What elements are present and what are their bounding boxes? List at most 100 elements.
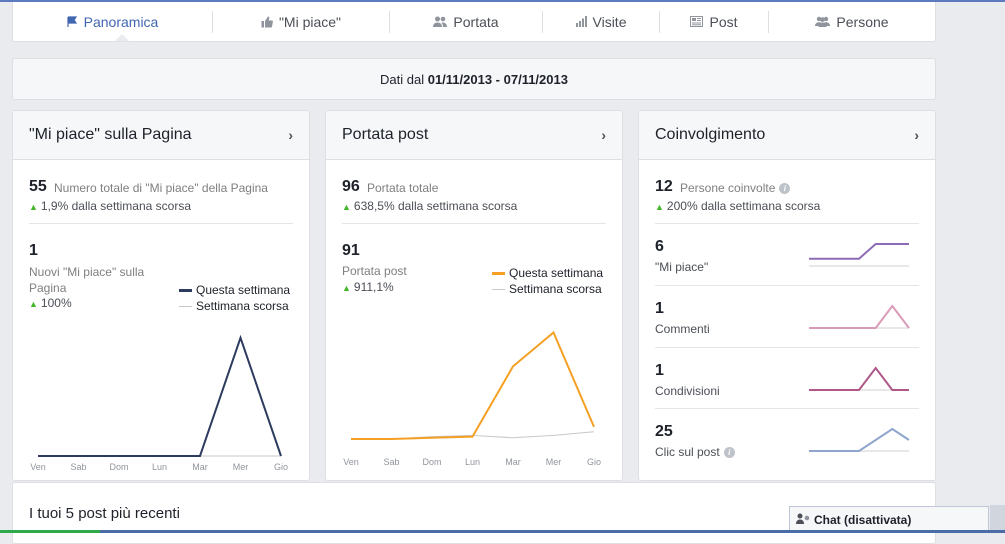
engagement-row-clicks[interactable]: 25 Clic sul post i (639, 409, 935, 470)
card-title: Coinvolgimento (655, 126, 766, 143)
x-tick-label: Ven (343, 457, 359, 467)
change-text: 638,5% dalla settimana scorsa (353, 199, 518, 213)
post-reach-card: Portata post › 96 Portata totale ▲ 638,5%… (325, 110, 623, 481)
date-range-banner: Dati dal 01/11/2013 - 07/11/2013 (12, 58, 936, 100)
engaged-users-label: Persone coinvolte i (680, 181, 791, 195)
chevron-right-icon: › (914, 127, 919, 143)
x-tick-label: Gio (274, 462, 288, 472)
row-label: Commenti (655, 322, 710, 336)
legend-this-week: Questa settimana (492, 265, 603, 281)
people-icon (433, 16, 448, 27)
x-tick-label: Dom (109, 462, 128, 472)
tab-panoramica[interactable]: Panoramica (13, 2, 212, 41)
engagement-row-shares[interactable]: 1 Condivisioni (639, 348, 935, 409)
up-arrow-icon: ▲ (342, 202, 351, 212)
bar-chart-icon (575, 16, 587, 27)
series-line-this-week (38, 334, 282, 457)
up-arrow-icon: ▲ (655, 202, 664, 212)
row-value: 1 (655, 362, 664, 379)
legend-last-week: Settimana scorsa (492, 281, 603, 297)
x-tick-label: Mar (505, 457, 521, 467)
tab-label: Visite (592, 13, 627, 30)
row-value: 25 (655, 423, 673, 440)
tab-label: Persone (836, 13, 889, 30)
total-reach-value: 96 (342, 178, 360, 195)
clicks-sparkline (809, 427, 910, 452)
x-tick-label: Ven (30, 462, 46, 472)
tab-label: "Mi piace" (278, 13, 342, 30)
sparkline-series (809, 243, 909, 260)
change-text: 1,9% dalla settimana scorsa (40, 199, 191, 213)
tab-post[interactable]: Post (660, 2, 768, 41)
post-reach-value: 91 (342, 242, 360, 259)
post-reach-card-header[interactable]: Portata post › (326, 111, 622, 160)
legend-this-week: Questa settimana (179, 282, 290, 298)
likes-line-chart: Ven Sab Dom Lun Mar Mer Gio (30, 334, 288, 472)
row-label: Condivisioni (655, 384, 720, 398)
tab-visite[interactable]: Visite (543, 2, 659, 41)
top-border (0, 0, 1005, 2)
legend-swatch (179, 306, 192, 308)
active-tab-caret (115, 34, 129, 41)
reach-line-chart: Ven Sab Dom Lun Mar Mer Gio (343, 330, 601, 467)
chat-label: Chat (disattivata) (814, 513, 912, 527)
up-arrow-icon: ▲ (29, 299, 38, 309)
sparkline-series (809, 304, 910, 329)
card-title: Portata post (342, 126, 429, 143)
legend-label: Settimana scorsa (509, 282, 602, 296)
scrollbar-area (990, 505, 1005, 530)
legend-label: Questa settimana (196, 283, 291, 297)
divider (29, 223, 293, 224)
engagement-row-comments[interactable]: 1 Commenti (639, 286, 935, 347)
recent-posts-title: I tuoi 5 post più recenti (29, 505, 180, 522)
divider (655, 347, 919, 348)
thumbs-up-icon (261, 16, 273, 28)
tab-portata[interactable]: Portata (390, 2, 542, 41)
x-tick-label: Dom (422, 457, 441, 467)
bottom-accent (0, 530, 100, 533)
info-icon[interactable]: i (723, 447, 735, 459)
row-value: 6 (655, 238, 664, 255)
info-icon[interactable]: i (779, 183, 791, 195)
engaged-users-change: ▲ 200% dalla settimana scorsa (655, 199, 820, 213)
sparkline-series (809, 366, 909, 391)
x-tick-label: Sab (70, 462, 86, 472)
group-icon (815, 16, 831, 27)
row-value: 1 (655, 300, 664, 317)
chevron-right-icon: › (601, 127, 606, 143)
tab-divider (768, 11, 769, 33)
tab-mi-piace[interactable]: "Mi piace" (213, 2, 389, 41)
up-arrow-icon: ▲ (29, 202, 38, 212)
date-range-prefix: Dati dal (380, 71, 425, 87)
total-reach-label: Portata totale (367, 181, 439, 195)
chat-bar[interactable]: Chat (disattivata) (789, 506, 989, 533)
change-text: 100% (40, 296, 72, 310)
comments-sparkline (809, 304, 910, 329)
date-range-value: 01/11/2013 - 07/11/2013 (427, 71, 568, 87)
x-tick-label: Mer (546, 457, 562, 467)
page-likes-card-header[interactable]: "Mi piace" sulla Pagina › (13, 111, 309, 160)
legend-last-week: Settimana scorsa (179, 298, 290, 314)
legend-swatch (492, 289, 505, 291)
page-likes-card: "Mi piace" sulla Pagina › 55 Numero tota… (12, 110, 310, 481)
engagement-row-likes[interactable]: 6 "Mi piace" (639, 224, 935, 285)
x-tick-label: Mer (233, 462, 249, 472)
total-likes-change: ▲ 1,9% dalla settimana scorsa (29, 199, 191, 213)
legend-swatch (492, 272, 505, 276)
post-reach-change: ▲ 911,1% (342, 280, 394, 294)
series-line-this-week (351, 330, 595, 440)
up-arrow-icon: ▲ (342, 283, 351, 293)
total-likes-value: 55 (29, 178, 47, 195)
tab-divider (212, 11, 213, 33)
new-likes-value: 1 (29, 242, 38, 259)
likes-sparkline (809, 243, 909, 267)
label-text: Persone coinvolte (680, 181, 776, 195)
legend-label: Questa settimana (509, 266, 604, 280)
divider (655, 223, 919, 224)
bottom-bar (0, 530, 1005, 533)
total-reach-change: ▲ 638,5% dalla settimana scorsa (342, 199, 517, 213)
engagement-card-header[interactable]: Coinvolgimento › (639, 111, 935, 160)
tab-persone[interactable]: Persone (769, 2, 935, 41)
x-tick-label: Gio (587, 457, 601, 467)
chat-user-icon (796, 513, 810, 527)
